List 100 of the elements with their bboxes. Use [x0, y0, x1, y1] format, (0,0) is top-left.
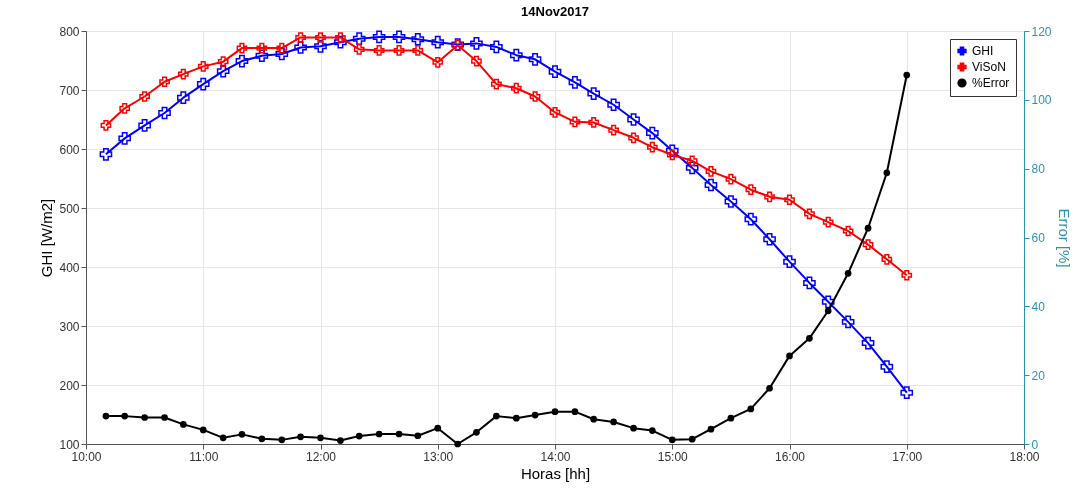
point — [159, 76, 170, 88]
point — [176, 91, 190, 105]
point — [901, 269, 913, 281]
point — [766, 384, 773, 392]
point — [196, 77, 210, 91]
point — [688, 435, 696, 443]
point — [139, 91, 150, 102]
point — [99, 147, 113, 161]
point — [512, 414, 520, 422]
legend-label: GHI — [972, 44, 994, 58]
point — [666, 149, 678, 161]
y-tick-label: 300 — [59, 319, 80, 334]
point — [217, 56, 229, 68]
point — [335, 32, 346, 43]
point — [880, 360, 894, 374]
point — [258, 435, 266, 443]
point — [881, 253, 893, 265]
y2-tick-label: 80 — [1031, 162, 1046, 177]
point — [432, 56, 444, 68]
point — [686, 155, 698, 167]
point — [569, 116, 581, 128]
y2-tick-label: 20 — [1031, 368, 1046, 383]
point — [355, 432, 363, 440]
point — [411, 32, 425, 46]
point — [278, 436, 286, 444]
y-tick-label: 500 — [59, 201, 80, 216]
point — [822, 216, 834, 228]
point — [528, 52, 542, 66]
x-tick-label: 11:00 — [189, 449, 219, 464]
point — [102, 412, 110, 420]
point — [255, 49, 269, 63]
point — [510, 82, 522, 94]
point — [434, 424, 442, 432]
point — [161, 414, 168, 421]
point — [372, 30, 386, 44]
y-tick-label: 400 — [59, 260, 80, 275]
point — [607, 98, 620, 112]
point — [235, 54, 249, 68]
point — [100, 120, 112, 131]
y-axis-title: GHI [W/m2] — [38, 198, 56, 278]
point — [645, 126, 659, 140]
point — [668, 436, 676, 444]
point — [630, 424, 637, 432]
point — [294, 41, 307, 54]
y2-axis-title: Error [%] — [1055, 208, 1073, 268]
point — [314, 40, 327, 53]
point — [745, 184, 757, 196]
x-tick-label: 10:00 — [71, 449, 102, 464]
point — [587, 87, 601, 100]
point — [529, 91, 541, 102]
legend-label: %Error — [972, 76, 1010, 90]
point — [548, 65, 562, 79]
point — [491, 78, 502, 90]
point — [412, 45, 424, 56]
point — [883, 169, 891, 177]
y2-tick-label: 100 — [1031, 93, 1052, 108]
point — [764, 191, 775, 203]
point — [317, 434, 324, 442]
point — [276, 42, 288, 54]
y-tick-label: 600 — [59, 142, 80, 157]
point — [665, 144, 679, 158]
point — [725, 173, 737, 185]
point — [392, 30, 406, 44]
point — [473, 428, 480, 436]
point — [844, 269, 852, 277]
point — [121, 412, 129, 420]
point — [177, 68, 189, 80]
point — [724, 195, 738, 208]
point — [393, 45, 405, 56]
point — [470, 37, 483, 50]
point — [747, 405, 755, 413]
point — [841, 315, 855, 329]
point — [219, 434, 227, 442]
x-tick-label: 17:00 — [892, 449, 923, 464]
y-tick-label: 800 — [59, 24, 80, 39]
point — [900, 386, 914, 400]
point — [431, 35, 445, 49]
point — [628, 132, 639, 144]
point — [803, 276, 816, 290]
point — [238, 431, 246, 438]
point — [509, 48, 523, 62]
point — [862, 239, 874, 250]
point — [141, 414, 148, 421]
y2-tick-label: 0 — [1031, 437, 1039, 452]
point — [784, 194, 795, 206]
point — [493, 412, 500, 420]
point — [568, 75, 582, 89]
point — [373, 45, 385, 56]
x-tick-label: 14:00 — [540, 449, 571, 464]
point — [704, 178, 718, 192]
x-tick-label: 16:00 — [774, 449, 806, 464]
point — [275, 47, 289, 61]
point — [806, 334, 813, 342]
point — [395, 430, 403, 438]
point — [804, 208, 815, 220]
chart-title: 14Nov2017 — [521, 4, 589, 19]
point — [864, 224, 872, 232]
point — [471, 55, 482, 67]
point — [705, 166, 717, 177]
point — [824, 307, 832, 315]
